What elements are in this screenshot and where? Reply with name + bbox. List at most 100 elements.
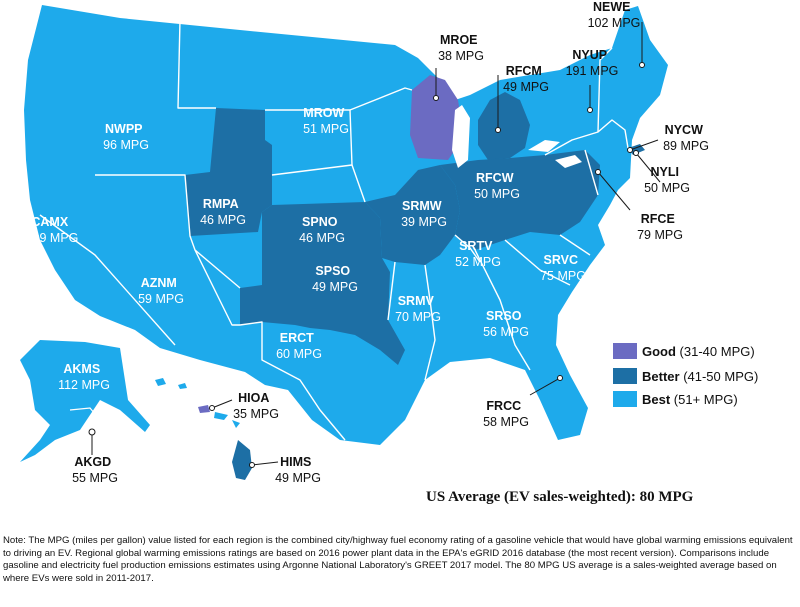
label-srvc-mpg: 75 MPG [540,269,586,283]
leader-markers [209,62,645,468]
label-srso-mpg: 56 MPG [483,325,529,339]
hims-leader [251,461,279,466]
label-mroe-code: MROE [440,33,478,47]
label-nycw-code: NYCW [665,123,703,137]
label-nyli-mpg: 50 MPG [644,181,690,195]
legend-swatch-good [613,343,637,359]
region-borders [39,19,629,441]
label-srvc-code: SRVC [544,253,579,267]
label-akgd-mpg: 55 MPG [72,471,118,485]
label-hims: HIMS 49 MPG [275,453,321,485]
label-spso-code: SPSO [315,264,350,278]
region-rfcm-area [478,92,530,160]
label-akgd-code: AKGD [74,455,111,469]
label-mroe: MROE 38 MPG [438,31,484,63]
label-newe-code: NEWE [593,0,631,14]
label-hioa-code: HIOA [238,391,269,405]
label-nyup: NYUP 191 MPG [566,46,619,78]
hims-area [232,440,252,480]
hawaii-islands [155,378,252,480]
label-frcc-mpg: 58 MPG [483,415,529,429]
label-erct-code: ERCT [280,331,314,345]
label-rfcm: RFCM 49 MPG [503,62,549,94]
label-erct: ERCT 60 MPG [276,329,322,361]
label-akgd: AKGD 55 MPG [72,453,118,485]
label-rfcm-mpg: 49 MPG [503,80,549,94]
label-mrow-mpg: 51 MPG [303,122,349,136]
akgd-border [69,407,101,441]
label-srtv: SRTV 52 MPG [455,237,501,269]
us-average-text: US Average (EV sales-weighted): 80 MPG [426,489,694,505]
label-srmw-code: SRMW [402,199,442,213]
label-srtv-mpg: 52 MPG [455,255,501,269]
great-lakes [452,105,582,168]
region-spso-area [240,258,405,365]
label-rfcw: RFCW 50 MPG [474,169,520,201]
label-rmpa-mpg: 46 MPG [200,213,246,227]
label-srmw-mpg: 39 MPG [401,215,447,229]
label-hioa: HIOA 35 MPG [233,389,279,421]
label-nwpp: NWPP 96 MPG [103,120,149,152]
legend-label-best: Best (51+ MPG) [642,392,738,407]
label-nycw: NYCW 89 MPG [663,121,709,153]
legend-label-better: Better (41-50 MPG) [642,369,758,384]
label-frcc-code: FRCC [486,399,521,413]
legend-swatch-better [613,368,637,384]
label-akms-mpg: 112 MPG [58,378,110,392]
label-srmw: SRMW 39 MPG [401,197,447,229]
legend-best-label: Best [642,392,671,407]
label-akms-code: AKMS [63,362,100,376]
region-nyli-area [628,144,645,155]
label-nwpp-code: NWPP [105,122,143,136]
label-spno-code: SPNO [302,215,338,229]
label-srvc: SRVC 75 MPG [540,251,586,283]
label-nyli: NYLI 50 MPG [644,163,690,195]
label-camx-mpg: 109 MPG [26,231,79,245]
hioa-area [198,405,210,413]
label-aznm-code: AZNM [141,276,177,290]
region-rfcw-area [440,150,600,250]
label-rfcw-code: RFCW [476,171,514,185]
legend-better-label: Better [642,369,680,384]
label-newe: NEWE 102 MPG [588,0,641,30]
label-hioa-mpg: 35 MPG [233,407,279,421]
region-srmw-area [365,165,460,265]
hioa-leader [211,399,233,409]
label-rfcw-mpg: 50 MPG [474,187,520,201]
legend-good-range: (31-40 MPG) [676,344,755,359]
label-mrow-code: MROW [303,106,344,120]
legend: Good (31-40 MPG) Better (41-50 MPG) Best… [613,343,758,407]
region-mroe-area [410,75,462,160]
label-erct-mpg: 60 MPG [276,347,322,361]
label-camx-code: CAMX [31,215,68,229]
label-rmpa-code: RMPA [203,197,239,211]
leader-lines [435,22,661,396]
label-rfce-code: RFCE [641,212,675,226]
label-srso: SRSO 56 MPG [483,307,529,339]
label-camx: CAMX 109 MPG [26,213,79,245]
label-spno-mpg: 46 MPG [299,231,345,245]
label-rmpa: RMPA 46 MPG [200,195,246,227]
label-nyup-mpg: 191 MPG [566,64,619,78]
alaska-map [20,340,150,462]
label-nyli-code: NYLI [651,165,679,179]
label-spno: SPNO 46 MPG [299,213,345,245]
akgd-marker [88,428,96,436]
label-aznm: AZNM 59 MPG [138,274,184,306]
label-newe-mpg: 102 MPG [588,16,641,30]
label-spso: SPSO 49 MPG [312,262,358,294]
label-srmv-code: SRMV [398,294,435,308]
region-spno-area [262,202,382,258]
label-srtv-code: SRTV [459,239,493,253]
region-labels: NWPP 96 MPG CAMX 109 MPG AZNM 59 MPG RMP… [26,0,709,485]
label-nyup-code: NYUP [572,48,607,62]
region-rmpa-area [185,108,272,236]
label-nwpp-mpg: 96 MPG [103,138,149,152]
label-mrow: MROW 51 MPG [303,104,349,136]
legend-swatch-best [613,391,637,407]
label-srso-code: SRSO [486,309,522,323]
label-srmv-mpg: 70 MPG [395,310,441,324]
label-rfcm-code: RFCM [506,64,542,78]
label-hims-mpg: 49 MPG [275,471,321,485]
